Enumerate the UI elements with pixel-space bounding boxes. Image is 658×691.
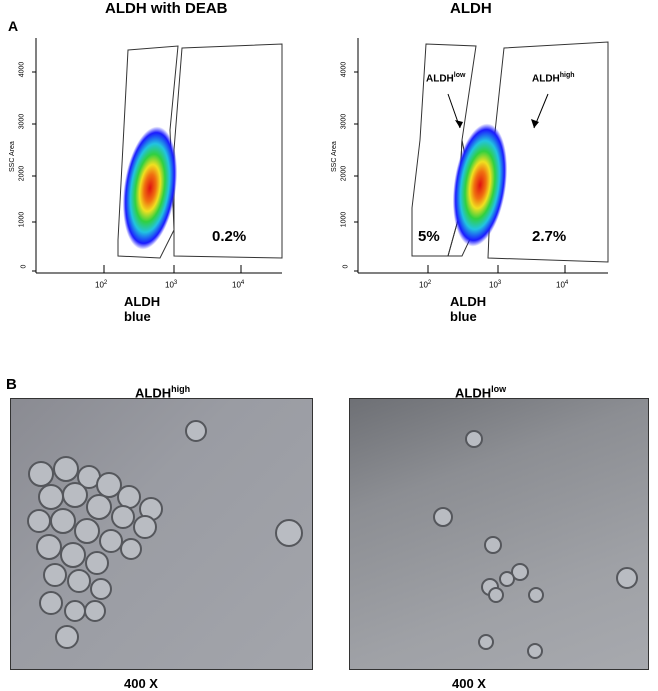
plot1-ytick-2000: 2000 — [18, 165, 26, 182]
plot1-gate-left — [117, 45, 179, 259]
plot2-ytick-4000: 4000 — [340, 61, 348, 78]
plot1-ytick-0: 0 — [20, 264, 28, 269]
flow-plot-1-svg — [32, 38, 283, 274]
panel-b-label: B — [6, 376, 17, 393]
plot2-x-ticks — [427, 265, 566, 273]
micrograph-aldh-low-cells — [433, 430, 638, 659]
plot2-ytick-2000: 2000 — [340, 165, 348, 182]
plot2-xtick-1: 102 — [419, 280, 432, 290]
plot2-y-ticks — [354, 71, 358, 272]
plot1-ylabel: SSC Area — [9, 141, 16, 172]
plot2-title: ALDH — [450, 0, 492, 17]
plot1-title: ALDH with DEAB — [105, 0, 228, 17]
plot2-ylabel: SSC Area — [331, 141, 338, 172]
plot1-ytick-1000: 1000 — [18, 211, 26, 228]
plot1-xtick-1: 102 — [95, 280, 108, 290]
micrograph-aldh-high — [10, 398, 313, 670]
plot1-xlabel: ALDH blue — [124, 294, 161, 324]
plot2-label-aldh-low: ALDHlow — [426, 72, 466, 85]
plot1-ytick-3000: 3000 — [18, 113, 26, 130]
image2-magnification: 400 X — [452, 676, 486, 691]
micrograph-aldh-low — [349, 398, 649, 670]
plot1-xtick-2: 103 — [165, 280, 178, 290]
image1-magnification: 400 X — [124, 676, 158, 691]
plot2-cell-cloud — [452, 123, 508, 247]
plot2-xtick-2: 103 — [489, 280, 502, 290]
plot2-ytick-3000: 3000 — [340, 113, 348, 130]
plot2-gate-pct-high: 2.7% — [532, 228, 567, 245]
plot1-xtick-3: 104 — [232, 280, 245, 290]
plot1-cell-cloud — [122, 126, 178, 250]
image2-title: ALDHlow — [455, 384, 507, 401]
flow-plot-2-svg — [354, 38, 609, 274]
plot2-gate-pct-low: 5% — [418, 228, 440, 245]
plot1-ytick-4000: 4000 — [18, 61, 26, 78]
plot2-xlabel: ALDH blue — [450, 294, 487, 324]
plot2-ytick-0: 0 — [342, 264, 350, 269]
plot1-gate-right — [173, 43, 283, 259]
plot1-y-ticks — [32, 71, 36, 272]
plot1-x-ticks — [103, 265, 242, 273]
plot2-xtick-3: 104 — [556, 280, 569, 290]
panel-a-label: A — [8, 18, 19, 34]
plot2-ytick-1000: 1000 — [340, 211, 348, 228]
plot2-label-aldh-high: ALDHhigh — [532, 72, 575, 85]
plot1-gate-pct: 0.2% — [212, 228, 247, 245]
micrograph-aldh-high-cells — [27, 420, 303, 649]
image1-title: ALDHhigh — [135, 384, 191, 401]
